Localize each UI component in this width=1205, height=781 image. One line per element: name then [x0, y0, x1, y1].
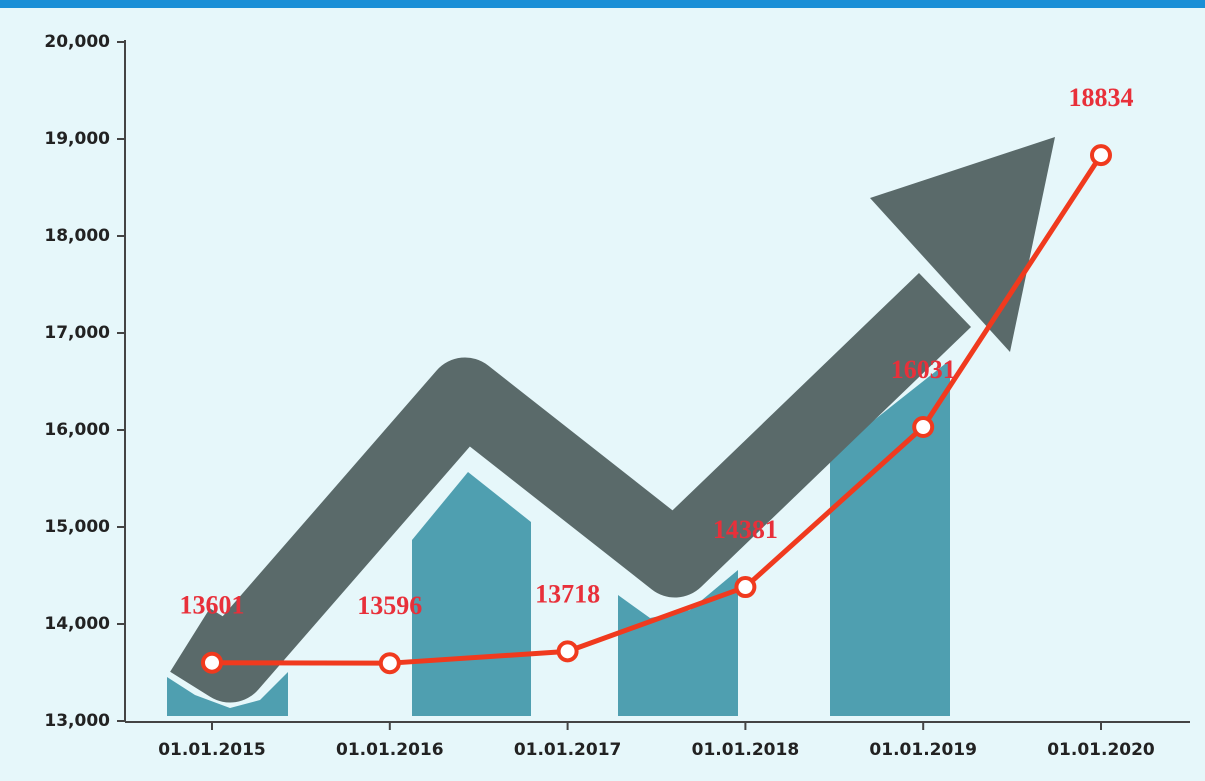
x-tick-label: 01.01.2019 — [869, 740, 977, 760]
marker — [556, 640, 579, 663]
y-tick-label: 18,000 — [44, 226, 110, 246]
y-tick-label: 20,000 — [44, 32, 110, 52]
value-label: 13718 — [535, 579, 600, 608]
value-label: 14381 — [713, 515, 778, 544]
x-tick-label: 01.01.2016 — [336, 740, 444, 760]
value-label: 18834 — [1069, 83, 1134, 112]
decor-bar — [830, 360, 950, 716]
y-tick-label: 13,000 — [44, 711, 110, 731]
marker — [734, 576, 757, 599]
decor-bar — [618, 570, 738, 716]
marker — [912, 415, 935, 438]
marker — [201, 651, 223, 674]
value-label: 13601 — [180, 591, 245, 620]
value-label: 16031 — [891, 355, 956, 384]
decor-bar — [412, 472, 531, 716]
x-tick-label: 01.01.2015 — [158, 740, 266, 760]
decor-bar — [167, 672, 288, 716]
top-border — [0, 0, 1205, 8]
y-tick-label: 19,000 — [44, 129, 110, 149]
y-tick-label: 15,000 — [44, 517, 110, 537]
y-tick-label: 14,000 — [44, 614, 110, 634]
y-tick-label: 17,000 — [44, 323, 110, 343]
line — [211, 153, 1104, 666]
marker — [1090, 144, 1112, 167]
x-tick-label: 01.01.2018 — [692, 740, 800, 760]
y-tick-label: 16,000 — [44, 420, 110, 440]
value-label: 13596 — [357, 591, 422, 620]
marker — [378, 652, 401, 675]
x-tick-label: 01.01.2020 — [1047, 740, 1155, 760]
x-tick-label: 01.01.2017 — [514, 740, 622, 760]
